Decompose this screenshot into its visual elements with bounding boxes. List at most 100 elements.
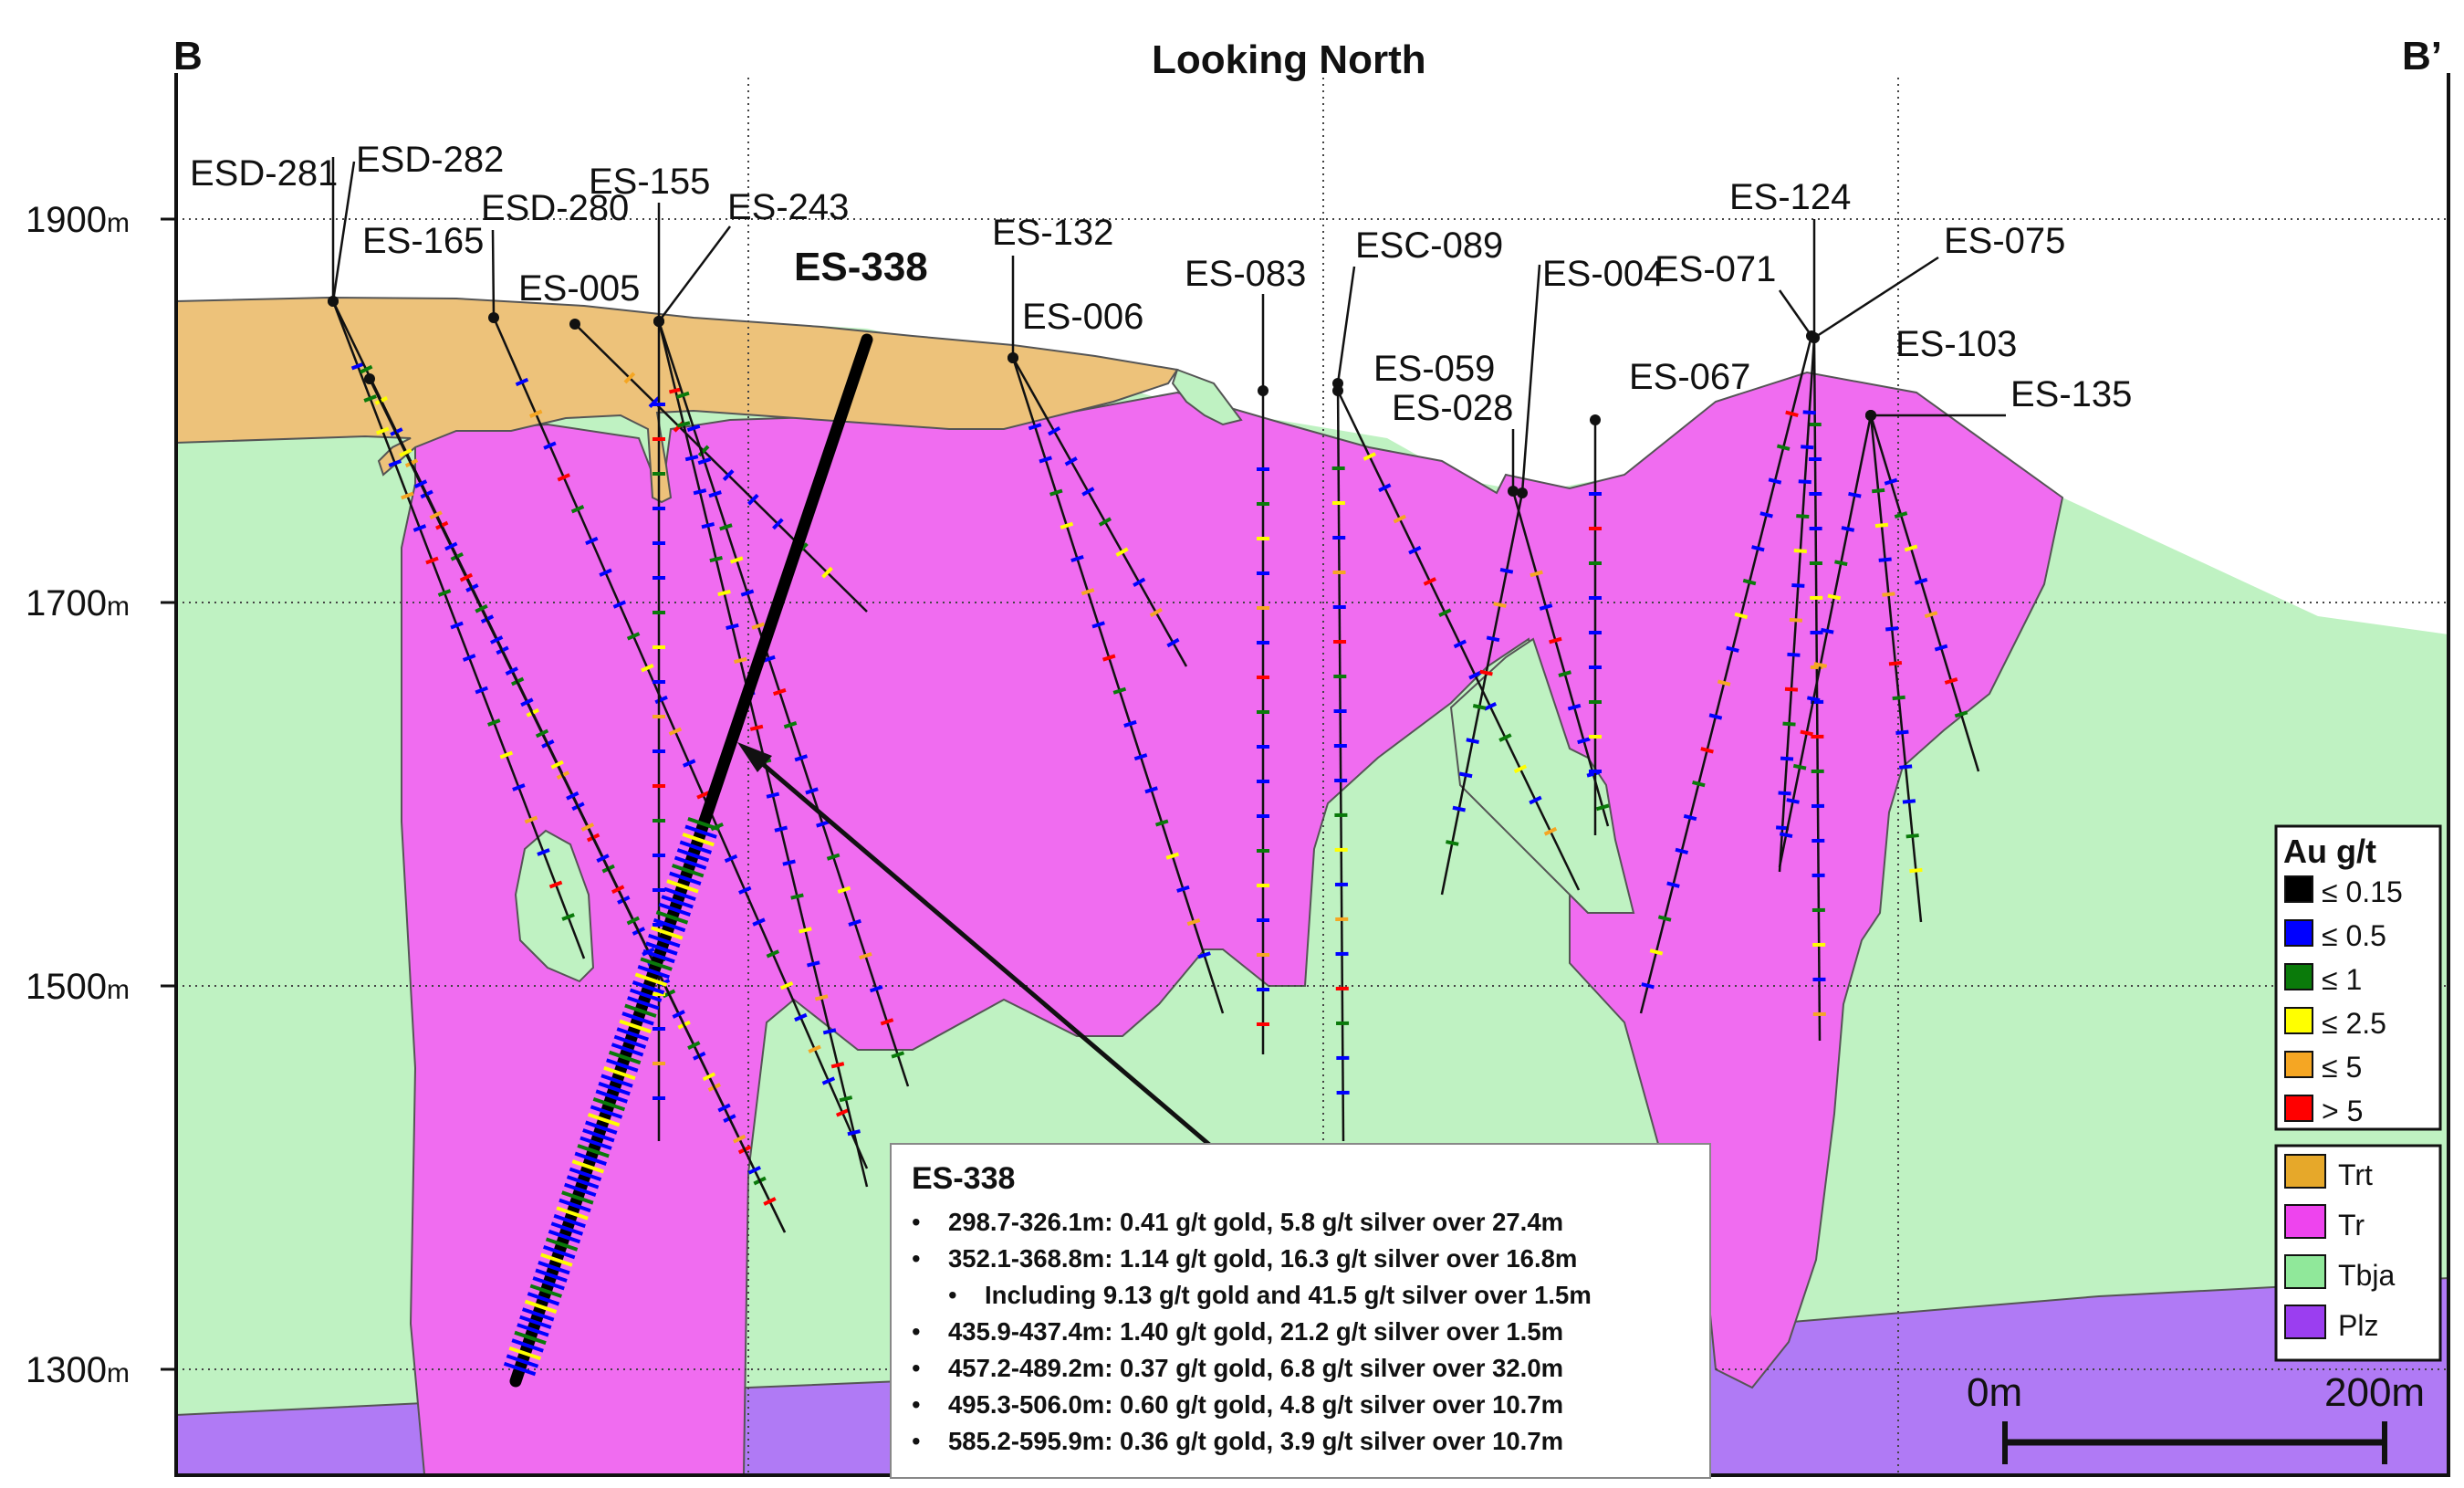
assay-interval [1438,608,1452,618]
assay-interval [686,424,701,433]
es-338-assay-interval [524,1299,558,1314]
assay-interval [1800,729,1813,737]
legend-grade-label: > 5 [2322,1095,2363,1127]
assay-interval [1149,607,1163,618]
es-338-assay-interval [648,933,681,948]
assay-interval [837,885,851,894]
assay-interval [1513,764,1528,774]
es-338-assay-interval [587,1113,621,1127]
hole-label-es-059: ES-059 [1373,349,1495,389]
callout-line: 495.3-506.0m: 0.60 g/t gold, 4.8 g/t sil… [912,1387,1689,1423]
unit-tr-area [401,371,2064,1475]
assay-interval [1780,756,1794,761]
assay-interval [537,848,550,856]
assay-interval [599,568,612,577]
assay-interval [717,589,731,597]
assay-interval [1944,677,1958,685]
assay-interval [822,1028,837,1035]
legend-unit-label: Tbja [2338,1259,2395,1292]
es-338-assay-interval [627,996,660,1011]
es-338-assay-interval [634,972,668,987]
es-338-assay-interval [553,1213,586,1229]
assay-interval [1123,719,1137,728]
assay-interval [1902,799,1916,804]
assay-interval [1789,617,1803,623]
assay-interval [499,750,514,760]
assay-interval [729,556,744,564]
es-338-assay-interval [556,1206,589,1221]
assay-interval [626,916,640,926]
assay-interval [1166,637,1180,648]
assay-interval [1892,695,1905,701]
legend-grade: Au g/t ≤ 0.15 ≤ 0.5 ≤ 1 ≤ 2.5 ≤ 5 > 5 [2274,824,2442,1131]
es-338-assay-interval [603,1065,636,1081]
es-338-assay-interval [629,988,663,1002]
assay-interval [1133,577,1146,587]
assay-interval [848,918,861,927]
drillhole-trace [1869,414,1980,772]
assay-interval [1778,791,1791,796]
es-338-assay-interval [621,1011,654,1026]
es-338-assay-interval [619,1019,652,1033]
assay-interval [794,754,809,762]
assay-interval [412,524,427,532]
assay-interval [520,697,534,707]
assay-interval [1558,670,1571,677]
es-338-assay-interval [595,1089,628,1104]
drillhole-trace [657,320,910,1087]
assay-interval [399,448,412,457]
assay-interval [1806,696,1821,703]
assay-interval [709,555,723,563]
es-338-intervals [503,816,720,1377]
es-338-assay-interval [564,1182,597,1198]
assay-interval [1423,577,1437,586]
assay-interval [388,459,402,467]
assay-interval [1934,644,1948,652]
es-338-assay-interval [577,1144,610,1158]
drillhole-trace [1778,337,1816,873]
es-338-assay-interval [600,1074,633,1088]
assay-interval [437,589,452,597]
drillhole-trace [1011,357,1225,1014]
assay-interval [1899,764,1913,770]
assay-interval [612,600,627,609]
hole-label-es-005: ES-005 [518,268,640,309]
assay-interval [1776,444,1791,451]
es-338-assay-interval [585,1120,618,1135]
assay-interval [401,491,414,500]
es-338-assay-interval [606,1058,639,1073]
legend-grade-label: ≤ 1 [2322,963,2362,996]
assay-interval [1472,704,1487,710]
assay-interval [684,455,699,462]
assay-interval [429,510,443,520]
collar-marker [1590,414,1601,425]
assay-interval [641,664,654,673]
assay-interval [774,825,788,833]
assay-interval [697,457,712,466]
assay-interval [1675,847,1689,855]
assay-interval [1197,951,1211,959]
assay-interval [783,721,798,729]
assay-interval [1878,557,1892,562]
assay-interval [1486,635,1500,643]
callout-title: ES-338 [912,1161,1016,1196]
assay-interval [847,1129,861,1137]
assay-interval [772,687,787,697]
es-338-assay-interval [624,1003,657,1018]
assay-interval [738,885,752,895]
es-338-assay-interval [613,1034,647,1050]
assay-interval [375,426,390,435]
assay-interval [1751,545,1765,552]
assay-interval [596,854,610,863]
assay-interval [1641,982,1655,990]
es-338-assay-interval [611,1043,644,1057]
hole-label-es-124: ES-124 [1729,177,1851,217]
assay-interval [1176,885,1190,893]
assay-interval [512,783,526,791]
elevation-ticks [161,217,176,1371]
legend-grade-label: ≤ 2.5 [2322,1007,2386,1040]
assay-interval [1717,679,1731,686]
es-338-assay-interval [653,917,686,933]
assay-interval [734,656,747,664]
es-338-assay-interval [640,957,673,971]
